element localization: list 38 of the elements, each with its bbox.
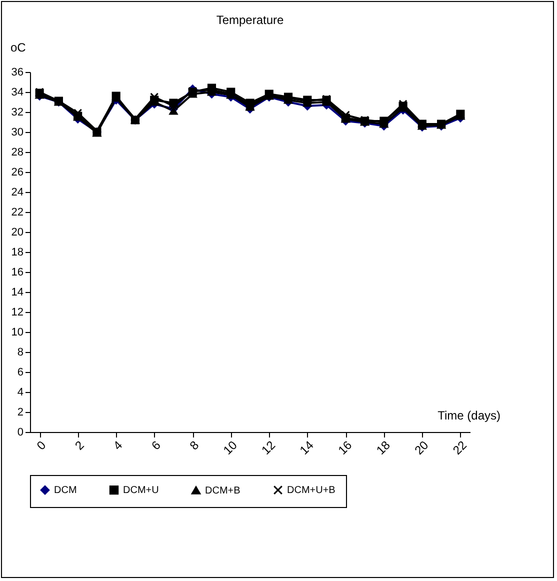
x-tick-label: 12 bbox=[258, 438, 278, 458]
y-tick-label: 6 bbox=[17, 366, 24, 378]
x-tick-label: 10 bbox=[220, 438, 240, 458]
y-tick-label: 10 bbox=[11, 326, 24, 338]
x-tick-label: 6 bbox=[148, 438, 164, 453]
y-tick-label: 2 bbox=[17, 406, 24, 418]
legend-label: DCM bbox=[54, 485, 77, 496]
y-tick-label: 12 bbox=[11, 306, 24, 318]
y-tick-label: 28 bbox=[11, 146, 24, 158]
x-tick-label: 22 bbox=[450, 438, 470, 458]
y-tick-label: 22 bbox=[11, 206, 24, 218]
x-tick-label: 16 bbox=[335, 438, 355, 458]
y-tick-label: 30 bbox=[11, 126, 24, 138]
y-tick-label: 0 bbox=[17, 426, 24, 438]
y-tick-label: 24 bbox=[11, 186, 24, 198]
legend-label: DCM+U+B bbox=[287, 485, 336, 496]
y-axis-title: oC bbox=[10, 40, 26, 54]
y-tick-label: 18 bbox=[11, 246, 24, 258]
x-tick-label: 8 bbox=[186, 438, 202, 453]
x-tick-label: 2 bbox=[72, 438, 88, 453]
legend-label: DCM+B bbox=[205, 485, 241, 496]
x-tick-label: 4 bbox=[110, 438, 126, 453]
y-tick-label: 4 bbox=[17, 386, 24, 398]
y-tick-label: 8 bbox=[17, 346, 24, 358]
x-axis-title: Time (days) bbox=[438, 408, 500, 422]
y-tick-label: 34 bbox=[11, 86, 24, 98]
y-tick-label: 20 bbox=[11, 226, 24, 238]
chart-title: Temperature bbox=[216, 13, 284, 27]
x-tick-label: 20 bbox=[412, 438, 432, 458]
x-tick-label: 14 bbox=[297, 438, 317, 458]
x-tick-label: 0 bbox=[34, 438, 49, 453]
y-tick-label: 16 bbox=[11, 266, 24, 278]
y-tick-label: 26 bbox=[11, 166, 24, 178]
y-tick-label: 14 bbox=[11, 286, 24, 298]
legend-label: DCM+U bbox=[123, 485, 159, 496]
y-tick-label: 32 bbox=[11, 106, 24, 118]
x-tick-label: 18 bbox=[374, 438, 394, 458]
y-tick-label: 36 bbox=[11, 66, 24, 78]
